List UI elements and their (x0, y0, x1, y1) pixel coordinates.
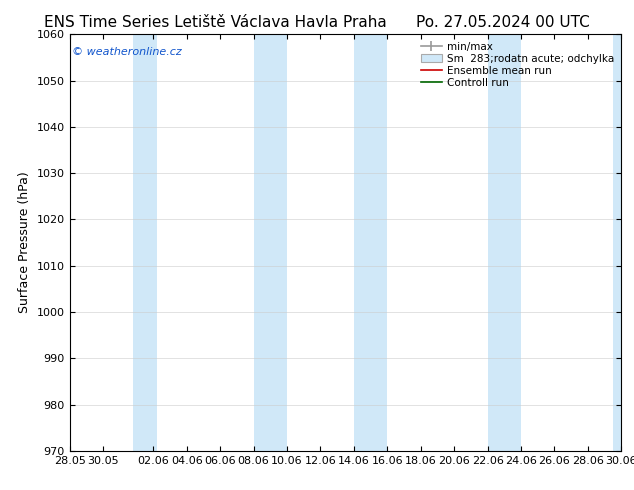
Bar (488, 34, 521, 451)
Text: ENS Time Series Letiště Václava Havla Praha      Po. 27.05.2024 00 UTC: ENS Time Series Letiště Václava Havla Pr… (44, 15, 590, 30)
Text: © weatheronline.cz: © weatheronline.cz (72, 47, 182, 57)
Legend: min/max, Sm  283;rodatn acute; odchylka, Ensemble mean run, Controll run: min/max, Sm 283;rodatn acute; odchylka, … (418, 40, 616, 90)
Bar (254, 34, 287, 451)
Bar (133, 34, 157, 451)
Y-axis label: Surface Pressure (hPa): Surface Pressure (hPa) (18, 172, 31, 314)
Bar (354, 34, 387, 451)
Bar (613, 34, 630, 451)
